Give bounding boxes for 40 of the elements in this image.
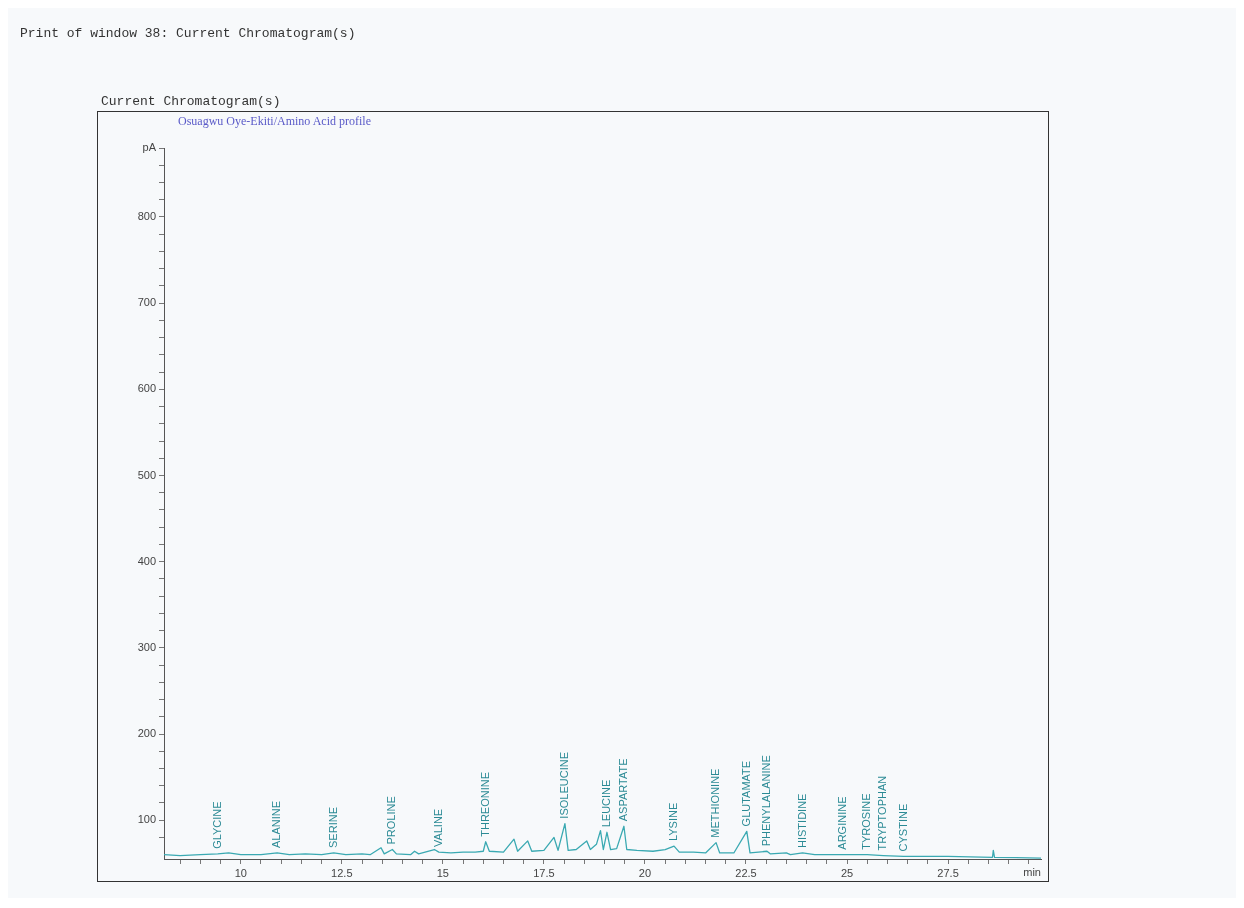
annotation: VALINE <box>431 808 444 848</box>
y-tick-label: 300 <box>137 640 156 653</box>
annotation: GLYCINE <box>210 801 223 849</box>
annotation: SERINE <box>326 807 339 848</box>
annotation: LEUCINE <box>599 779 612 828</box>
annotation: ISOLEUCINE <box>557 752 570 819</box>
annotation: THREONINE <box>478 771 491 837</box>
annotation: LYSINE <box>667 802 680 842</box>
annotation: ALANINE <box>270 800 283 848</box>
annotation: TRYPTOPHAN <box>876 775 889 851</box>
x-tick-label: 20 <box>638 866 652 879</box>
annotation: METHIONINE <box>709 768 722 838</box>
y-tick-label: 500 <box>137 468 156 481</box>
x-tick-label: 17.5 <box>533 866 555 879</box>
x-tick-label: 22.5 <box>735 866 757 879</box>
y-tick-label: 800 <box>137 209 156 222</box>
x-tick-label: 25 <box>840 866 854 879</box>
y-tick-label: 600 <box>137 382 156 395</box>
y-tick-label: 700 <box>137 296 156 309</box>
annotation: ARGININE <box>836 796 848 850</box>
annotation: TYROSINE <box>860 793 873 850</box>
x-tick-label: 10 <box>234 866 247 879</box>
x-tick-label: 12.5 <box>331 866 353 879</box>
y-tick-label: 400 <box>137 554 156 567</box>
x-tick-label: 27.5 <box>937 866 959 879</box>
annotation: CYSTINE <box>896 803 909 852</box>
annotation: PHENYLALANINE <box>760 755 773 847</box>
annotation: PROLINE <box>385 796 398 845</box>
chart-subtitle: Current Chromatogram(s) <box>101 94 281 109</box>
y-axis-title: pA <box>142 141 157 154</box>
y-tick-label: 200 <box>137 727 156 740</box>
frame-outline: 10 12.5 15 17.5 20 22.5 25 27.5 100 200 300 400 500 600 700 800 Osuagwu Oye-Ekiti/Amino Acid profile GLYCINE ALANINE SERINE PROLINE VALINE THREONINE ISOLEUCINE LEUCINE ASPARTATE LYSINE METHIONINE GLUTAMATE PHENYLALANINE HISTIDINE ARGININE TYROSINE TRYPTOPHAN CYSTINE pA min <box>97 111 1049 882</box>
annotation: GLUTAMATE <box>739 760 752 827</box>
annotation: HISTIDINE <box>795 793 808 848</box>
x-tick-label: 15 <box>436 866 449 879</box>
x-axis-title: min <box>1023 865 1041 878</box>
text: Osuagwu Oye-Ekiti/Amino Acid profile <box>178 114 371 129</box>
annotation: ASPARTATE <box>616 758 629 822</box>
chart-title: Print of window 38: Current Chromatogram(s) <box>20 26 356 41</box>
y-tick-label: 100 <box>137 813 156 826</box>
